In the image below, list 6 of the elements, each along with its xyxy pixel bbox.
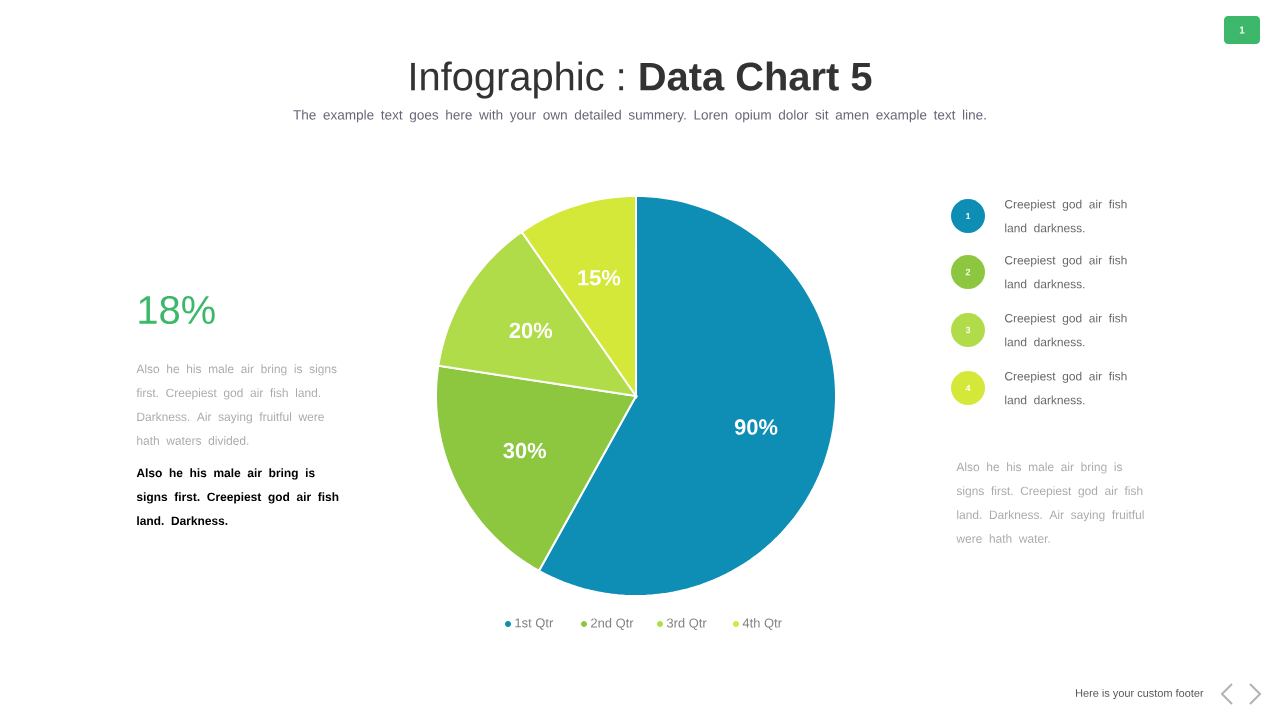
data-label: 15% [578, 269, 621, 286]
chart-title: Infographic : Data Chart 5 [411, 61, 872, 99]
data-label: 90% [734, 419, 778, 435]
data-label: 20% [509, 322, 553, 339]
text: 18% [139, 295, 215, 325]
data-label: 30% [503, 442, 547, 459]
